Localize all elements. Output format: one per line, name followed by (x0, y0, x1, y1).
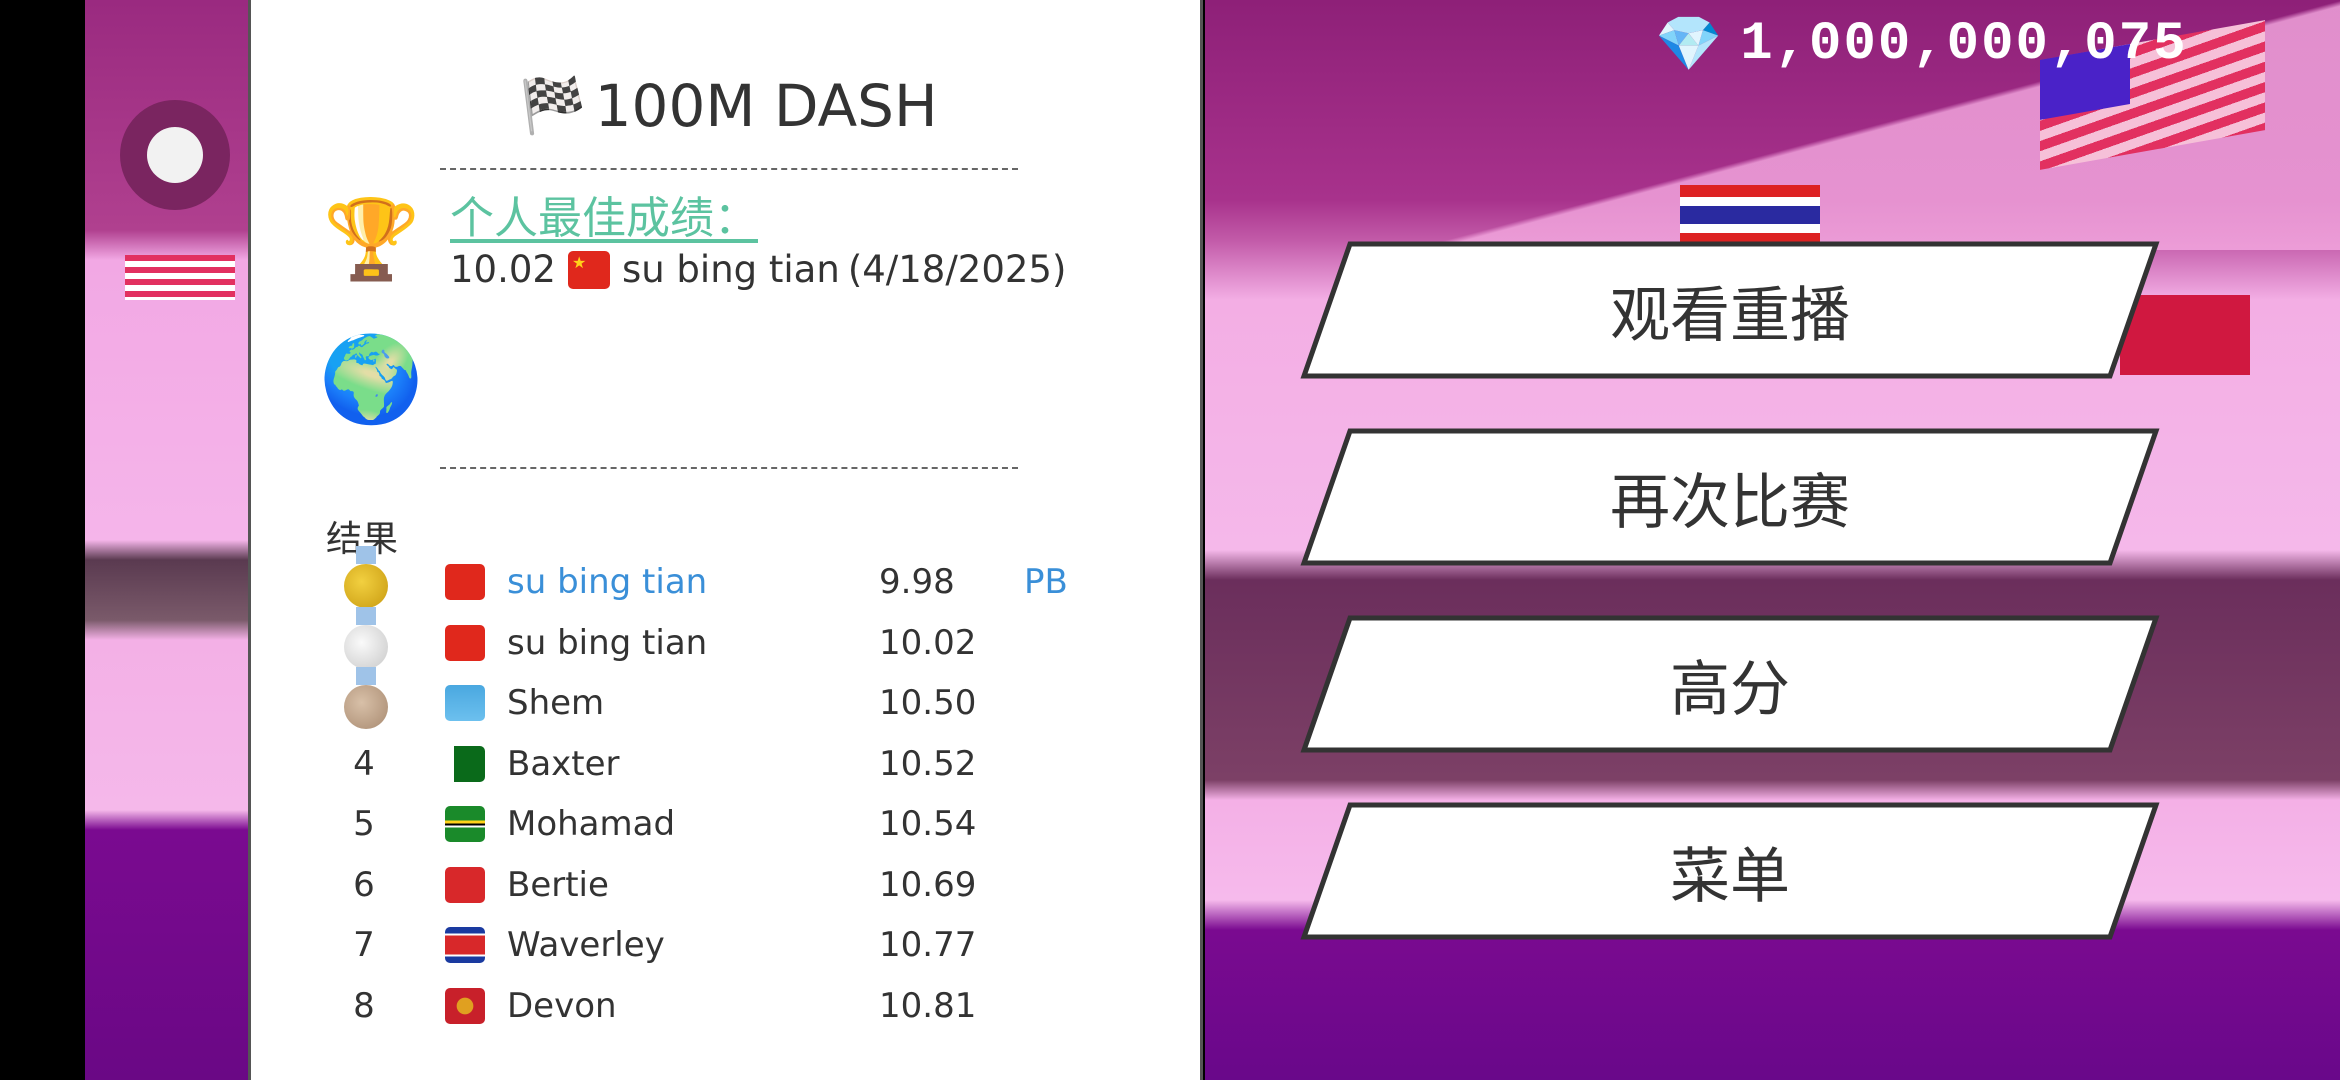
result-name: Devon (507, 985, 617, 1026)
result-time: 10.54 (879, 804, 977, 844)
results-panel: 🏁 100M DASH 🏆 个人最佳成绩： 10.02 su bing tian… (248, 0, 1203, 1080)
result-name: Mohamad (507, 804, 676, 844)
bronze-medal-icon (344, 667, 388, 729)
result-row: 5 Mohamad 10.54 (251, 794, 1206, 854)
globe-icon: 🌍 (319, 330, 424, 428)
result-time: 10.69 (879, 864, 977, 905)
country-flag-icon (445, 745, 485, 782)
gem-count: 1,000,000,075 (1740, 13, 2188, 75)
result-row: 4 Baxter 10.52 (251, 734, 1206, 794)
result-time: 10.81 (879, 985, 977, 1026)
silver-medal-icon (344, 606, 388, 669)
result-row: 7 Waverley 10.77 (251, 915, 1206, 975)
button-label: 再次比赛 (1610, 467, 1850, 538)
country-flag-icon (445, 927, 485, 963)
result-time: 10.02 (879, 622, 977, 663)
country-flag-icon (445, 624, 485, 661)
button-shape (1300, 241, 2160, 379)
button-shape (1300, 615, 2160, 753)
result-time: 9.98 (879, 562, 955, 602)
country-flag-icon (445, 866, 485, 903)
trophy-icon: 🏆 (323, 195, 421, 285)
pb-date: (4/18/2025) (847, 248, 1067, 291)
pb-name: su bing tian (621, 248, 840, 291)
button-shape (1300, 802, 2160, 940)
high-scores-button[interactable]: 高分 (1300, 614, 2160, 754)
checkered-flag-icon: 🏁 (519, 74, 587, 137)
pb-time: 10.02 (450, 248, 556, 291)
result-row: Shem 10.50 (251, 667, 1206, 733)
page-title: 🏁 100M DASH (251, 72, 1206, 140)
gem-counter: 💎 1,000,000,075 (1655, 12, 2188, 76)
button-shape (1300, 428, 2160, 566)
personal-best-link[interactable]: 个人最佳成绩： (450, 193, 758, 244)
button-label: 观看重播 (1610, 280, 1850, 351)
pause-icon (147, 127, 203, 183)
result-row: su bing tian 9.98 PB (251, 546, 1206, 612)
stadium-flag (125, 255, 235, 300)
result-rank: 4 (353, 743, 375, 784)
result-row: 6 Bertie 10.69 (251, 855, 1206, 915)
result-name: su bing tian (507, 562, 708, 602)
result-row: su bing tian 10.02 (251, 606, 1206, 673)
event-title: 100M DASH (594, 72, 938, 140)
result-time: 10.77 (879, 925, 977, 965)
diamond-icon: 💎 (1655, 12, 1723, 75)
personal-best-record: 10.02 su bing tian (4/18/2025) (450, 248, 1066, 291)
stadium-flag (2120, 295, 2250, 375)
result-rank: 6 (353, 864, 375, 905)
result-time: 10.50 (879, 683, 977, 723)
button-label: 高分 (1670, 654, 1790, 725)
gold-medal-icon (344, 546, 388, 608)
watch-replay-button[interactable]: 观看重播 (1300, 240, 2160, 380)
race-again-button[interactable]: 再次比赛 (1300, 427, 2160, 567)
result-rank: 7 (353, 925, 375, 965)
result-row: 8 Devon 10.81 (251, 976, 1206, 1036)
country-flag-icon (445, 564, 485, 600)
stadium-flag (1680, 185, 1820, 245)
button-label: 菜单 (1670, 841, 1790, 912)
country-flag-icon (445, 806, 485, 842)
result-name: Shem (507, 683, 605, 723)
result-name: su bing tian (507, 622, 708, 663)
china-flag-icon (567, 250, 610, 289)
result-time: 10.52 (879, 743, 977, 784)
menu-button[interactable]: 菜单 (1300, 801, 2160, 941)
result-name: Bertie (507, 864, 609, 905)
country-flag-icon (445, 685, 485, 721)
pb-badge: PB (1024, 562, 1068, 602)
divider (440, 168, 1018, 170)
result-rank: 8 (353, 985, 375, 1026)
result-name: Waverley (507, 925, 665, 965)
pause-button[interactable] (120, 100, 230, 210)
result-name: Baxter (507, 743, 620, 784)
result-rank: 5 (353, 804, 375, 844)
divider (440, 467, 1018, 469)
country-flag-icon (445, 987, 485, 1024)
